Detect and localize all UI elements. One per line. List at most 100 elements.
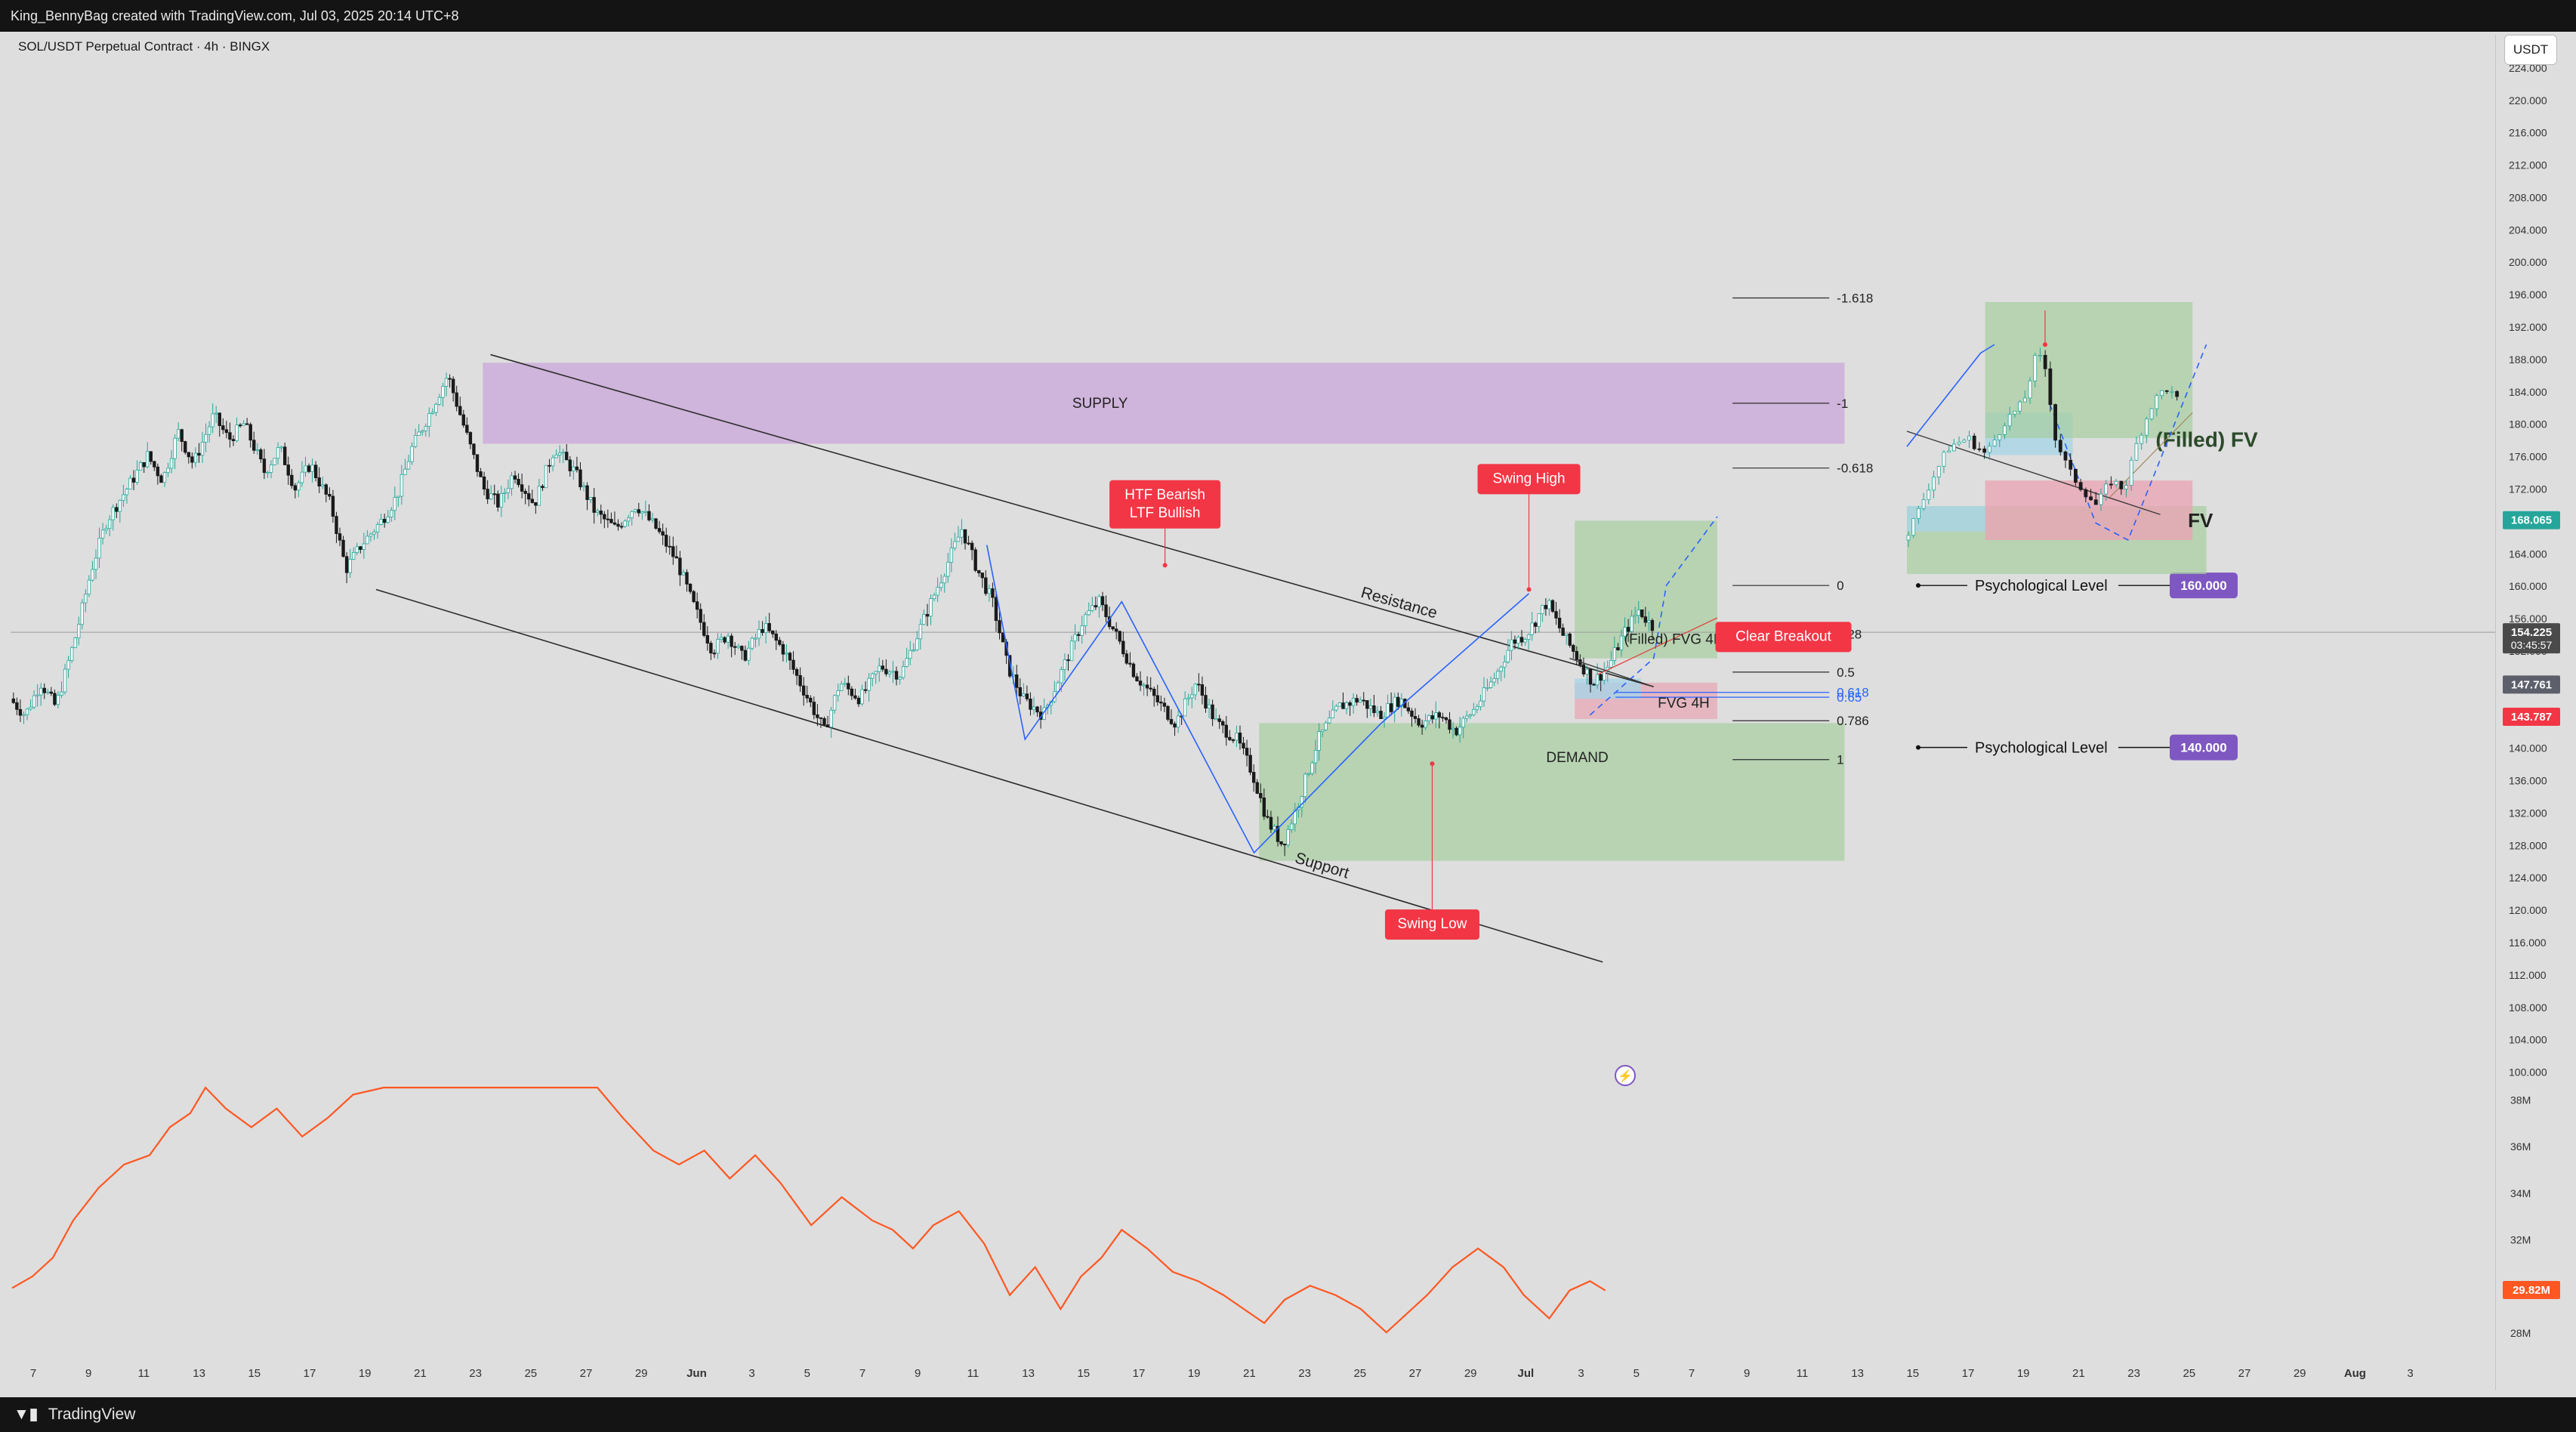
candle — [1472, 708, 1476, 715]
time-tick-label: 19 — [1188, 1367, 1201, 1380]
price-tick-label: 204.000 — [2509, 224, 2547, 236]
candle — [224, 429, 229, 434]
candle — [1025, 693, 1029, 699]
candle — [1530, 622, 1534, 635]
candle — [396, 495, 400, 498]
time-tick-label: 13 — [1851, 1367, 1864, 1380]
candle — [1162, 702, 1167, 707]
candle — [1379, 711, 1383, 720]
time-tick-label: 29 — [635, 1367, 648, 1380]
candle — [634, 509, 637, 512]
candle — [1572, 645, 1575, 652]
candle — [321, 484, 325, 487]
candle — [1427, 715, 1431, 721]
candle — [1328, 718, 1331, 724]
candle — [1186, 697, 1190, 699]
trendline-resistance — [490, 353, 1654, 687]
candle — [25, 708, 29, 715]
candle — [887, 671, 892, 674]
price-badge-label: 168.065 — [2511, 514, 2552, 527]
candle — [523, 491, 527, 494]
candle — [417, 431, 421, 436]
candle — [1320, 730, 1325, 733]
candle — [115, 507, 119, 512]
candle — [63, 668, 67, 693]
candle — [534, 502, 538, 506]
candle — [1145, 684, 1149, 689]
inset-candle — [1927, 489, 1931, 501]
candle — [915, 638, 919, 651]
inset-candle — [2119, 480, 2124, 489]
candle — [853, 695, 857, 699]
candle — [1626, 627, 1630, 632]
candle — [180, 429, 184, 442]
time-tick-label: Jul — [1518, 1367, 1535, 1380]
candle — [743, 650, 748, 661]
price-tick-label: 156.000 — [2509, 613, 2547, 625]
fib-level-label: 1 — [1837, 753, 1843, 767]
zone-labels: SUPPLY DEMAND (Filled) FVG 4H FVG 4H — [1072, 396, 1724, 766]
candle — [242, 423, 245, 426]
candle — [420, 431, 424, 433]
candle — [1211, 704, 1214, 720]
time-tick-label: 15 — [248, 1367, 261, 1380]
candle — [262, 458, 267, 474]
candle — [1207, 704, 1211, 709]
price-badge-label: 143.787 — [2511, 711, 2552, 724]
candle — [805, 695, 809, 699]
volume-line — [11, 1086, 1606, 1334]
candle — [1100, 596, 1105, 606]
inset-candle — [1962, 440, 1967, 443]
candle — [894, 671, 899, 680]
candle — [998, 620, 1001, 634]
psych-label: Psychological Level — [1975, 578, 2108, 594]
candle — [1018, 687, 1023, 696]
candle — [366, 535, 369, 545]
candle — [794, 668, 799, 676]
candle — [372, 531, 376, 535]
candle — [1200, 684, 1205, 696]
candle — [1001, 632, 1005, 643]
psych-badge — [2170, 734, 2238, 761]
candle — [1588, 668, 1593, 685]
candle — [1630, 616, 1634, 632]
candle — [967, 542, 970, 545]
candle — [1599, 674, 1603, 681]
currency-button[interactable]: USDT — [2504, 35, 2557, 65]
candle — [1485, 687, 1489, 689]
candle — [1406, 707, 1411, 711]
time-tick-label: 17 — [1962, 1367, 1975, 1380]
candle — [1035, 706, 1039, 713]
candle — [1575, 651, 1579, 660]
inset-candle — [2089, 496, 2093, 501]
candle — [647, 511, 651, 520]
candle — [726, 635, 730, 643]
candle — [1069, 640, 1074, 662]
time-tick-label: 13 — [193, 1367, 205, 1380]
candle — [1015, 674, 1019, 688]
candle — [125, 489, 129, 495]
candle — [582, 485, 586, 488]
candle — [671, 546, 675, 557]
candle — [91, 569, 94, 581]
psych-badge-label: 160.000 — [2180, 579, 2226, 593]
candle — [960, 529, 964, 538]
time-tick-label: 27 — [2238, 1367, 2251, 1380]
inset-candle — [2043, 354, 2047, 369]
candle — [344, 556, 349, 573]
candle — [1273, 826, 1276, 830]
inset-candle — [2018, 401, 2022, 412]
candle — [128, 477, 132, 489]
breakout-line — [1597, 617, 1718, 675]
candle — [1513, 639, 1517, 644]
inset-candle — [1972, 435, 1976, 449]
time-tick-label: Jun — [686, 1367, 707, 1380]
candle — [228, 432, 232, 440]
candle — [850, 688, 854, 696]
candle — [551, 457, 555, 467]
symbol-title[interactable]: SOL/USDT Perpetual Contract · 4h · BINGX — [18, 39, 270, 54]
inset-swing-up — [1906, 344, 1995, 447]
candle — [612, 522, 617, 525]
time-tick-label: 21 — [2072, 1367, 2085, 1380]
